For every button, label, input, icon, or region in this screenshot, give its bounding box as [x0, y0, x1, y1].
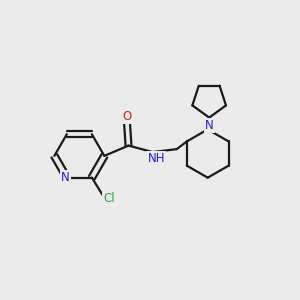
Text: N: N — [61, 171, 70, 184]
Text: N: N — [205, 119, 214, 132]
Text: NH: NH — [147, 152, 165, 165]
Text: O: O — [122, 110, 132, 123]
Text: Cl: Cl — [103, 192, 115, 205]
